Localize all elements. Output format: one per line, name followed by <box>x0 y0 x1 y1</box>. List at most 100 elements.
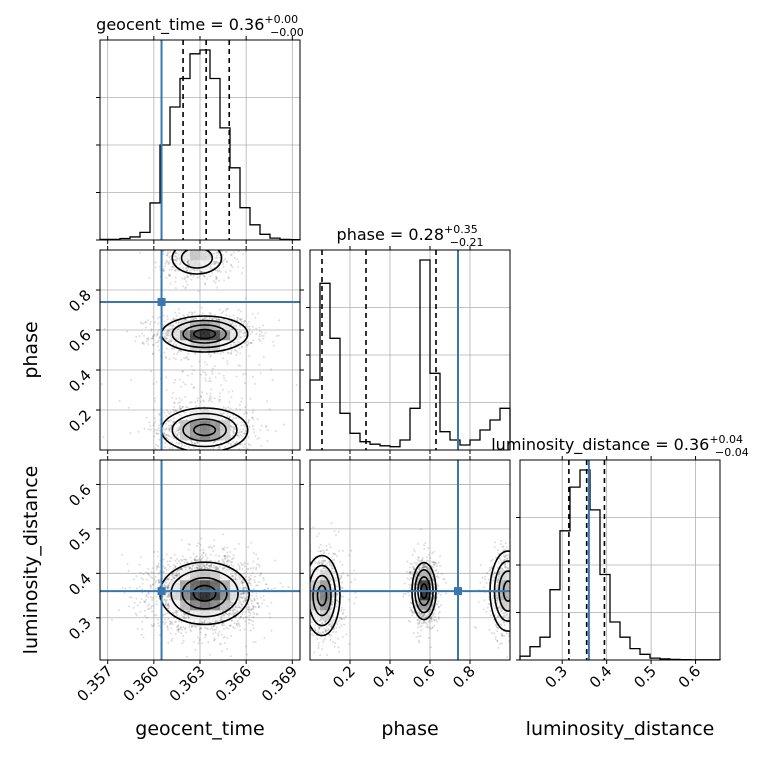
sample-point <box>249 578 252 581</box>
sample-point <box>152 571 155 574</box>
sample-point <box>147 338 150 341</box>
sample-point <box>167 583 170 586</box>
sample-point <box>244 432 247 435</box>
sample-point <box>199 559 202 562</box>
sample-point <box>268 612 271 615</box>
sample-point <box>165 568 168 571</box>
sample-point <box>180 350 183 353</box>
sample-point <box>209 392 212 395</box>
sample-point <box>139 571 142 574</box>
sample-point <box>141 332 144 335</box>
sample-point <box>232 554 235 557</box>
sample-point <box>164 244 166 246</box>
sample-point <box>187 260 190 263</box>
sample-point <box>158 316 161 319</box>
sample-point <box>176 257 179 260</box>
sample-point <box>195 555 198 558</box>
sample-point <box>156 555 159 558</box>
sample-point <box>141 620 144 623</box>
sample-point <box>240 335 243 338</box>
sample-point <box>200 396 202 398</box>
sample-point <box>167 607 170 610</box>
sample-point <box>215 567 218 570</box>
sample-point <box>241 346 244 349</box>
sample-point <box>243 432 246 435</box>
sample-point <box>212 632 215 635</box>
sample-point <box>240 397 243 400</box>
sample-point <box>277 334 280 337</box>
sample-point <box>260 424 263 427</box>
sample-point <box>242 592 245 595</box>
sample-point <box>210 564 213 567</box>
contour <box>171 250 223 275</box>
sample-point <box>174 430 177 433</box>
sample-point <box>198 246 200 248</box>
sample-point <box>181 370 184 373</box>
sample-point <box>239 606 242 609</box>
sample-point <box>242 617 245 620</box>
sample-point <box>164 598 167 601</box>
y-tick-label: 0.2 <box>65 406 95 436</box>
sample-point <box>241 435 244 438</box>
sample-point <box>221 618 224 621</box>
sample-point <box>242 428 245 431</box>
sample-point <box>168 340 171 343</box>
sample-point <box>256 557 259 560</box>
sample-point <box>237 563 240 566</box>
sample-point <box>255 612 258 615</box>
sample-point <box>209 398 212 401</box>
sample-point <box>228 315 231 318</box>
sample-point <box>199 271 202 274</box>
sample-point <box>203 317 206 320</box>
sample-point <box>158 336 161 339</box>
sample-point <box>200 395 203 398</box>
sample-point <box>162 252 165 255</box>
sample-point <box>245 606 248 609</box>
sample-point <box>255 592 258 595</box>
sample-point <box>264 332 267 334</box>
sample-point <box>216 256 219 259</box>
sample-point <box>143 600 145 603</box>
sample-point <box>236 610 239 613</box>
sample-point <box>249 397 252 400</box>
sample-point <box>251 608 254 611</box>
sample-point <box>247 605 250 608</box>
contour <box>171 412 238 448</box>
sample-point <box>267 429 269 432</box>
sample-point <box>191 312 194 315</box>
sample-point <box>255 566 258 569</box>
sample-point <box>196 246 198 248</box>
sample-point <box>185 280 187 283</box>
sample-point <box>185 244 187 246</box>
sample-point <box>163 320 166 323</box>
sample-point <box>184 558 187 561</box>
sample-point <box>206 628 209 630</box>
sample-point <box>172 392 175 395</box>
sample-point <box>166 318 169 321</box>
sample-point <box>253 578 256 581</box>
sample-point <box>236 319 239 322</box>
sample-point <box>202 455 204 457</box>
sample-point <box>144 600 147 603</box>
sample-point <box>192 640 195 643</box>
sample-point <box>232 557 235 560</box>
sample-point <box>252 605 255 608</box>
sample-point <box>245 250 247 253</box>
sample-point <box>204 283 207 286</box>
sample-point <box>173 236 175 238</box>
sample-point <box>189 566 192 569</box>
sample-point <box>166 409 169 412</box>
sample-point <box>167 324 170 327</box>
sample-point <box>229 269 232 272</box>
sample-point <box>258 363 261 366</box>
sample-point <box>178 628 181 631</box>
y-tick-label: 0.6 <box>65 326 95 356</box>
sample-point <box>151 610 154 613</box>
sample-point <box>213 452 215 454</box>
sample-point <box>151 604 154 607</box>
sample-point <box>172 571 175 574</box>
sample-point <box>224 271 227 273</box>
sample-point <box>244 620 247 623</box>
sample-point <box>132 606 135 609</box>
sample-point <box>189 452 191 454</box>
